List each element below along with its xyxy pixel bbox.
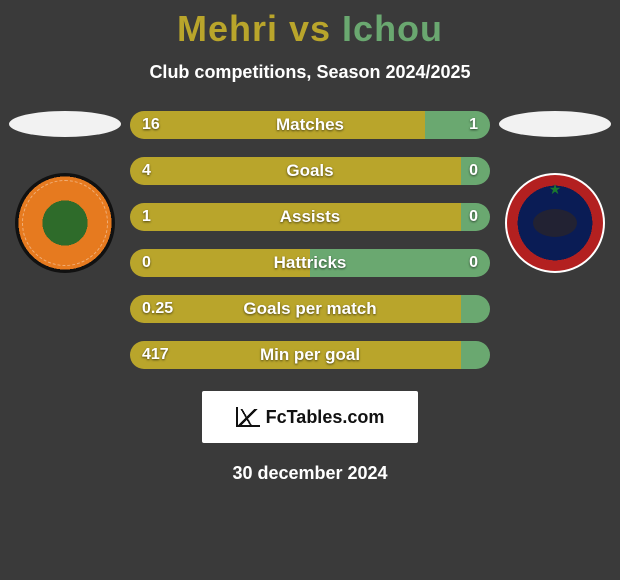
bar-right-fill [461,203,490,231]
branding-text: FcTables.com [266,407,385,428]
stat-bar: 0.25 Goals per match [130,295,490,323]
page-title: Mehri vs Ichou [0,8,620,50]
bar-track [130,341,490,369]
stat-bar: 4 Goals 0 [130,157,490,185]
bar-left-fill [130,249,310,277]
left-club-logo [15,173,115,273]
stat-bar: 417 Min per goal [130,341,490,369]
bar-track [130,157,490,185]
chart-icon [236,407,260,427]
right-side [490,111,620,273]
bar-track [130,249,490,277]
title-player1: Mehri [177,8,278,49]
bar-left-fill [130,295,461,323]
bar-left-fill [130,157,461,185]
stat-bar: 1 Assists 0 [130,203,490,231]
bar-left-fill [130,111,425,139]
left-side [0,111,130,273]
bar-right-fill [461,341,490,369]
stats-column: 16 Matches 1 4 Goals 0 1 Assists 0 0 Hat… [130,111,490,369]
stat-bar: 16 Matches 1 [130,111,490,139]
bar-right-fill [461,157,490,185]
branding-badge: FcTables.com [202,391,418,443]
right-ellipse [499,111,611,137]
right-club-logo [505,173,605,273]
left-ellipse [9,111,121,137]
bar-right-fill [461,295,490,323]
subtitle: Club competitions, Season 2024/2025 [0,62,620,83]
root: Mehri vs Ichou Club competitions, Season… [0,0,620,484]
title-vs: vs [289,8,331,49]
bar-left-fill [130,341,461,369]
bar-left-fill [130,203,461,231]
bar-track [130,203,490,231]
bar-right-fill [425,111,490,139]
title-player2: Ichou [342,8,443,49]
main-row: 16 Matches 1 4 Goals 0 1 Assists 0 0 Hat… [0,111,620,369]
bar-track [130,295,490,323]
date-text: 30 december 2024 [0,463,620,484]
bar-right-fill [310,249,490,277]
stat-bar: 0 Hattricks 0 [130,249,490,277]
bar-track [130,111,490,139]
